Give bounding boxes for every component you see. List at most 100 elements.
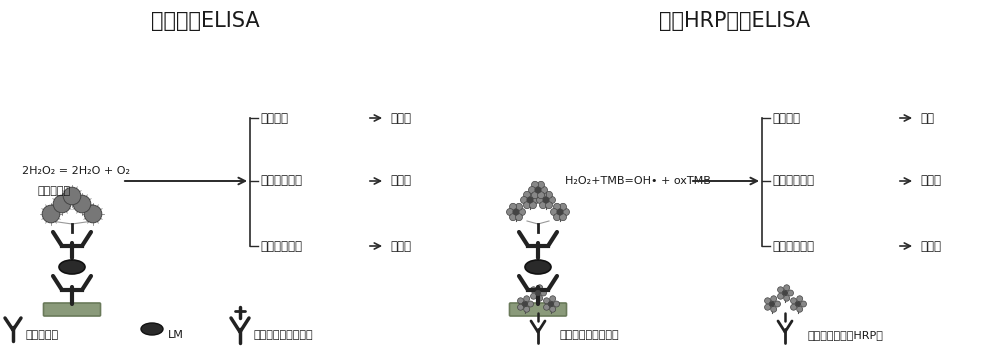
- Circle shape: [550, 296, 556, 302]
- Circle shape: [553, 214, 560, 221]
- Circle shape: [524, 296, 530, 302]
- Text: 强黄色: 强黄色: [920, 239, 941, 252]
- Circle shape: [778, 293, 784, 299]
- Text: 无荧光: 无荧光: [390, 112, 411, 125]
- Circle shape: [522, 301, 528, 307]
- Circle shape: [510, 203, 516, 210]
- Circle shape: [516, 203, 522, 210]
- Circle shape: [536, 197, 544, 203]
- Circle shape: [546, 202, 552, 209]
- Circle shape: [550, 209, 558, 215]
- Circle shape: [527, 197, 533, 203]
- Text: 无目标物: 无目标物: [772, 112, 800, 125]
- Text: H₂O₂+TMB=OH• + oxTMB: H₂O₂+TMB=OH• + oxTMB: [565, 176, 711, 186]
- Circle shape: [782, 290, 788, 296]
- Circle shape: [540, 186, 548, 193]
- Circle shape: [518, 209, 526, 215]
- Circle shape: [560, 203, 566, 210]
- Circle shape: [537, 295, 543, 301]
- Circle shape: [520, 197, 528, 203]
- Circle shape: [535, 290, 541, 296]
- Text: 无色: 无色: [920, 112, 934, 125]
- Circle shape: [530, 202, 536, 209]
- Circle shape: [537, 285, 543, 291]
- Circle shape: [765, 304, 771, 310]
- Circle shape: [771, 306, 777, 312]
- Circle shape: [554, 301, 560, 307]
- Circle shape: [795, 301, 801, 307]
- Circle shape: [528, 301, 534, 307]
- Circle shape: [518, 304, 524, 310]
- Circle shape: [53, 195, 71, 213]
- Circle shape: [524, 202, 530, 209]
- Circle shape: [771, 296, 777, 302]
- Circle shape: [518, 298, 524, 304]
- Circle shape: [557, 209, 563, 215]
- Circle shape: [73, 195, 91, 213]
- Circle shape: [774, 301, 780, 307]
- Circle shape: [538, 192, 544, 199]
- Circle shape: [528, 186, 536, 193]
- Circle shape: [548, 197, 556, 203]
- Ellipse shape: [525, 260, 551, 274]
- Circle shape: [784, 285, 790, 291]
- Circle shape: [532, 192, 538, 199]
- Circle shape: [524, 191, 530, 198]
- Text: 传统HRP显色ELISA: 传统HRP显色ELISA: [659, 11, 811, 31]
- Circle shape: [63, 187, 81, 205]
- Circle shape: [546, 191, 552, 198]
- Circle shape: [560, 214, 566, 221]
- Circle shape: [530, 191, 536, 198]
- Circle shape: [540, 202, 546, 209]
- Circle shape: [531, 287, 537, 293]
- Circle shape: [791, 298, 797, 304]
- Circle shape: [548, 301, 554, 307]
- Text: 高浓度目标物: 高浓度目标物: [772, 239, 814, 252]
- Circle shape: [562, 209, 569, 215]
- Circle shape: [550, 306, 556, 312]
- Circle shape: [538, 181, 544, 188]
- FancyBboxPatch shape: [510, 303, 566, 316]
- Circle shape: [769, 301, 775, 307]
- Text: 高浓度目标物: 高浓度目标物: [260, 239, 302, 252]
- Text: 弱荧光: 弱荧光: [390, 174, 411, 187]
- Text: 新型荧光ELISA: 新型荧光ELISA: [151, 11, 259, 31]
- Text: 链霉亲和素化的HRP酶: 链霉亲和素化的HRP酶: [807, 330, 883, 340]
- Text: 无目标物: 无目标物: [260, 112, 288, 125]
- Circle shape: [544, 298, 550, 304]
- Circle shape: [507, 209, 514, 215]
- Circle shape: [524, 306, 530, 312]
- Text: 巯基量子点: 巯基量子点: [38, 186, 71, 196]
- Text: 链霉亲和素化的触酶: 链霉亲和素化的触酶: [560, 330, 620, 340]
- Text: 强荧光: 强荧光: [390, 239, 411, 252]
- Circle shape: [544, 304, 550, 310]
- Circle shape: [778, 287, 784, 293]
- Circle shape: [797, 306, 803, 312]
- Circle shape: [513, 209, 519, 215]
- Text: 浅黄色: 浅黄色: [920, 174, 941, 187]
- Circle shape: [791, 304, 797, 310]
- FancyBboxPatch shape: [44, 303, 100, 316]
- Circle shape: [510, 214, 516, 221]
- Circle shape: [787, 290, 793, 296]
- Circle shape: [543, 197, 549, 203]
- Text: LM: LM: [168, 330, 184, 340]
- Ellipse shape: [141, 323, 163, 335]
- Text: 低浓度目标物: 低浓度目标物: [260, 174, 302, 187]
- Text: 多克隆抗体: 多克隆抗体: [26, 330, 59, 340]
- Circle shape: [540, 191, 546, 198]
- Circle shape: [532, 181, 538, 188]
- Circle shape: [765, 298, 771, 304]
- Text: 生物素化多克隆抗体: 生物素化多克隆抗体: [254, 330, 314, 340]
- Circle shape: [553, 203, 560, 210]
- Text: 低浓度目标物: 低浓度目标物: [772, 174, 814, 187]
- Circle shape: [797, 296, 803, 302]
- Circle shape: [535, 187, 541, 193]
- Ellipse shape: [59, 260, 85, 274]
- Circle shape: [800, 301, 806, 307]
- Circle shape: [540, 290, 546, 296]
- Circle shape: [42, 205, 60, 223]
- Circle shape: [531, 293, 537, 299]
- Circle shape: [84, 205, 102, 223]
- Circle shape: [516, 214, 522, 221]
